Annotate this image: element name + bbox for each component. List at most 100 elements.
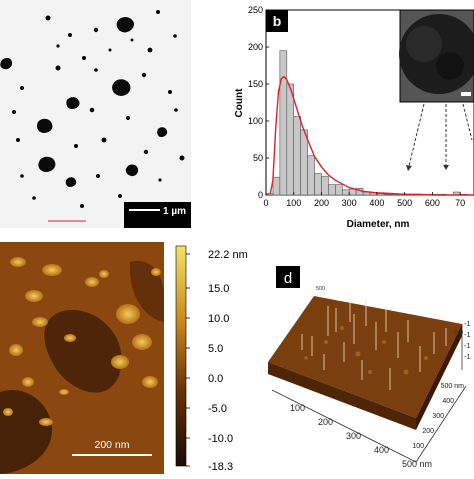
- right-axis-tick-label: 300: [432, 413, 444, 420]
- particle-large: [66, 97, 80, 109]
- panel-c-scalebar-label: 200 nm: [94, 439, 129, 451]
- particle: [143, 149, 149, 155]
- histogram-bar: [279, 50, 288, 196]
- x-tick-label: 400: [369, 198, 384, 208]
- particle: [16, 138, 20, 142]
- right-axis-tick-label: 200: [422, 428, 434, 435]
- particle-large: [112, 79, 131, 96]
- front-axis-tick-label: 300: [346, 431, 361, 441]
- particle: [93, 27, 99, 33]
- particle: [89, 107, 95, 113]
- histogram-bar: [335, 184, 343, 196]
- z-axis-tick-label: -1: [464, 319, 471, 328]
- particle-large: [36, 118, 53, 133]
- particle: [20, 86, 24, 90]
- front-axis-ticks: 100 200 300 400 500 nm: [290, 403, 432, 469]
- particle-large: [157, 127, 168, 137]
- axes-3d: [271, 324, 467, 463]
- y-tick-label: 200: [248, 42, 263, 52]
- inset-arrows: [408, 103, 473, 167]
- colorbar-tick-label: 15.0: [208, 283, 229, 295]
- panel-label-b: b: [273, 13, 282, 29]
- particle-large: [65, 177, 77, 187]
- particle: [174, 108, 178, 112]
- panel-label-b-box: [266, 10, 288, 32]
- colorbar-tick-label: 10.0: [208, 313, 229, 325]
- particle: [80, 204, 84, 208]
- histogram-bar: [307, 155, 315, 196]
- histogram-bar: [348, 188, 357, 196]
- colorbar: [175, 245, 187, 467]
- x-axis-ticks: 0 100 200 300 400 500 600 70: [263, 192, 465, 208]
- particle: [45, 15, 51, 21]
- particle: [55, 65, 61, 71]
- front-axis-tick-label: 400: [374, 445, 389, 455]
- colorbar-tick-label: -18.3: [208, 461, 233, 473]
- colorbar-tick-label: 22.2 nm: [208, 249, 248, 261]
- histogram-bar: [314, 173, 322, 196]
- panel-a-scalebar-label: 1 µm: [163, 206, 186, 217]
- right-axis-tick-label: 400: [442, 398, 454, 405]
- particle: [147, 47, 153, 53]
- corner-tick: 500: [316, 286, 325, 292]
- afm-dark-region: [129, 261, 164, 322]
- particle: [82, 56, 86, 60]
- colorbar-tick-label: -10.0: [208, 433, 233, 445]
- x-tick-label: 600: [425, 198, 440, 208]
- colorbar-tick-label: -5.0: [208, 403, 227, 415]
- histogram-bar: [300, 129, 308, 196]
- histogram-bar: [286, 83, 295, 196]
- panel-c-afm-map: 200 nm 22.2 nm 15.0 10.0 5.0 0.0 -5.0 -10.0 -18…: [0, 242, 274, 474]
- front-axis-tick-label: 500 nm: [402, 459, 432, 469]
- surface-top: [268, 296, 462, 418]
- particle: [32, 196, 36, 200]
- histogram-bar: [321, 176, 329, 196]
- y-tick-label: 50: [253, 153, 263, 163]
- y-tick-label: 0: [258, 190, 263, 200]
- x-tick-label: 70: [455, 198, 465, 208]
- arrow-heads: [406, 165, 449, 171]
- particle: [118, 194, 122, 198]
- surface-side: [416, 324, 462, 430]
- surface-texture: [304, 326, 428, 375]
- particle-group: [0, 10, 185, 208]
- histogram-bar: [272, 176, 281, 196]
- panel-label-d: d: [284, 270, 292, 287]
- surface-peaks: [301, 298, 447, 390]
- histogram-bar: [341, 189, 350, 196]
- right-axis-tick-label: 100: [412, 443, 424, 450]
- particle: [74, 144, 78, 148]
- x-axis-label: Diameter, nm: [347, 219, 410, 230]
- particle: [12, 110, 16, 114]
- particle-large: [125, 164, 139, 177]
- panel-d-afm-3d: d 100 200 300 400 500 nm 100 200 300: [266, 262, 474, 474]
- afm-grains: [3, 257, 161, 426]
- particle: [173, 34, 177, 38]
- particle: [94, 68, 98, 72]
- panel-a-tem-image: 1 µm: [0, 0, 191, 228]
- afm-dark-region: [0, 390, 52, 474]
- panel-a-scalebar-box: [124, 202, 191, 228]
- colorbar-tick-label: 5.0: [208, 343, 223, 355]
- particle: [101, 137, 107, 143]
- x-tick-label: 100: [286, 198, 301, 208]
- y-axis-label: Count: [234, 88, 245, 118]
- right-axis-ticks: 100 200 300 400 500 nm: [412, 383, 464, 450]
- panel-a-background: [0, 0, 191, 228]
- particle: [158, 178, 162, 182]
- afm-dark-region: [44, 310, 122, 393]
- x-tick-label: 0: [263, 198, 268, 208]
- particle-large: [0, 57, 13, 70]
- right-axis-tick-label: 500 nm: [441, 383, 465, 390]
- surface-front: [268, 362, 416, 430]
- y-tick-label: 150: [248, 79, 263, 89]
- particle: [68, 33, 72, 37]
- z-axis-tick-label: -1: [464, 352, 471, 361]
- particle: [56, 44, 60, 48]
- panel-label-d-box: [276, 266, 300, 288]
- particle: [156, 10, 160, 14]
- inset-image: [399, 9, 474, 103]
- y-tick-label: 100: [248, 116, 263, 126]
- particle: [108, 48, 112, 52]
- particle-large: [38, 156, 56, 172]
